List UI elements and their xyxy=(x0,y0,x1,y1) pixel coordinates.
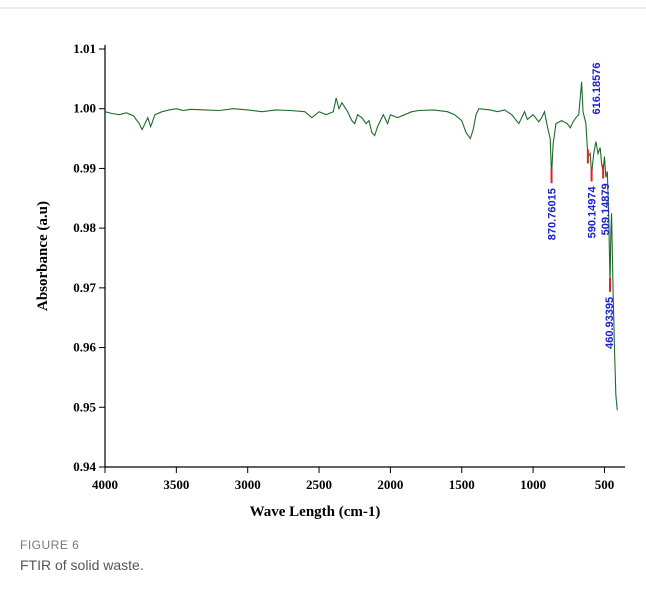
y-tick-label: 0.95 xyxy=(73,399,96,414)
y-tick-label: 0.99 xyxy=(73,160,96,175)
x-tick-label: 2000 xyxy=(377,477,403,492)
figure-label: FIGURE 6 xyxy=(20,538,79,552)
y-tick-label: 0.94 xyxy=(73,459,96,474)
y-tick-label: 0.97 xyxy=(73,280,96,295)
peak-label: 509.14879 xyxy=(600,183,612,235)
peak-label: 590.14974 xyxy=(587,186,599,239)
spectrum-line xyxy=(104,81,618,411)
x-tick-label: 3000 xyxy=(235,477,261,492)
x-tick-label: 4000 xyxy=(92,477,118,492)
figure-caption: FTIR of solid waste. xyxy=(20,557,144,573)
x-tick-label: 2500 xyxy=(306,477,332,492)
x-axis-label: Wave Length (cm-1) xyxy=(250,504,381,520)
x-tick-label: 1000 xyxy=(520,477,546,492)
peak-label: 870.76015 xyxy=(547,188,559,240)
y-axis-label: Absorbance (a.u) xyxy=(35,201,51,311)
x-tick-label: 500 xyxy=(595,477,615,492)
x-tick-label: 1500 xyxy=(449,477,475,492)
y-tick-label: 0.96 xyxy=(73,340,96,355)
x-tick-label: 3500 xyxy=(163,477,189,492)
y-tick-label: 1.01 xyxy=(73,41,96,56)
y-tick-label: 1.00 xyxy=(73,101,96,116)
y-tick-label: 0.98 xyxy=(73,220,96,235)
peak-label: 616.18576 xyxy=(591,62,603,114)
peak-label: 460.93395 xyxy=(604,297,616,349)
